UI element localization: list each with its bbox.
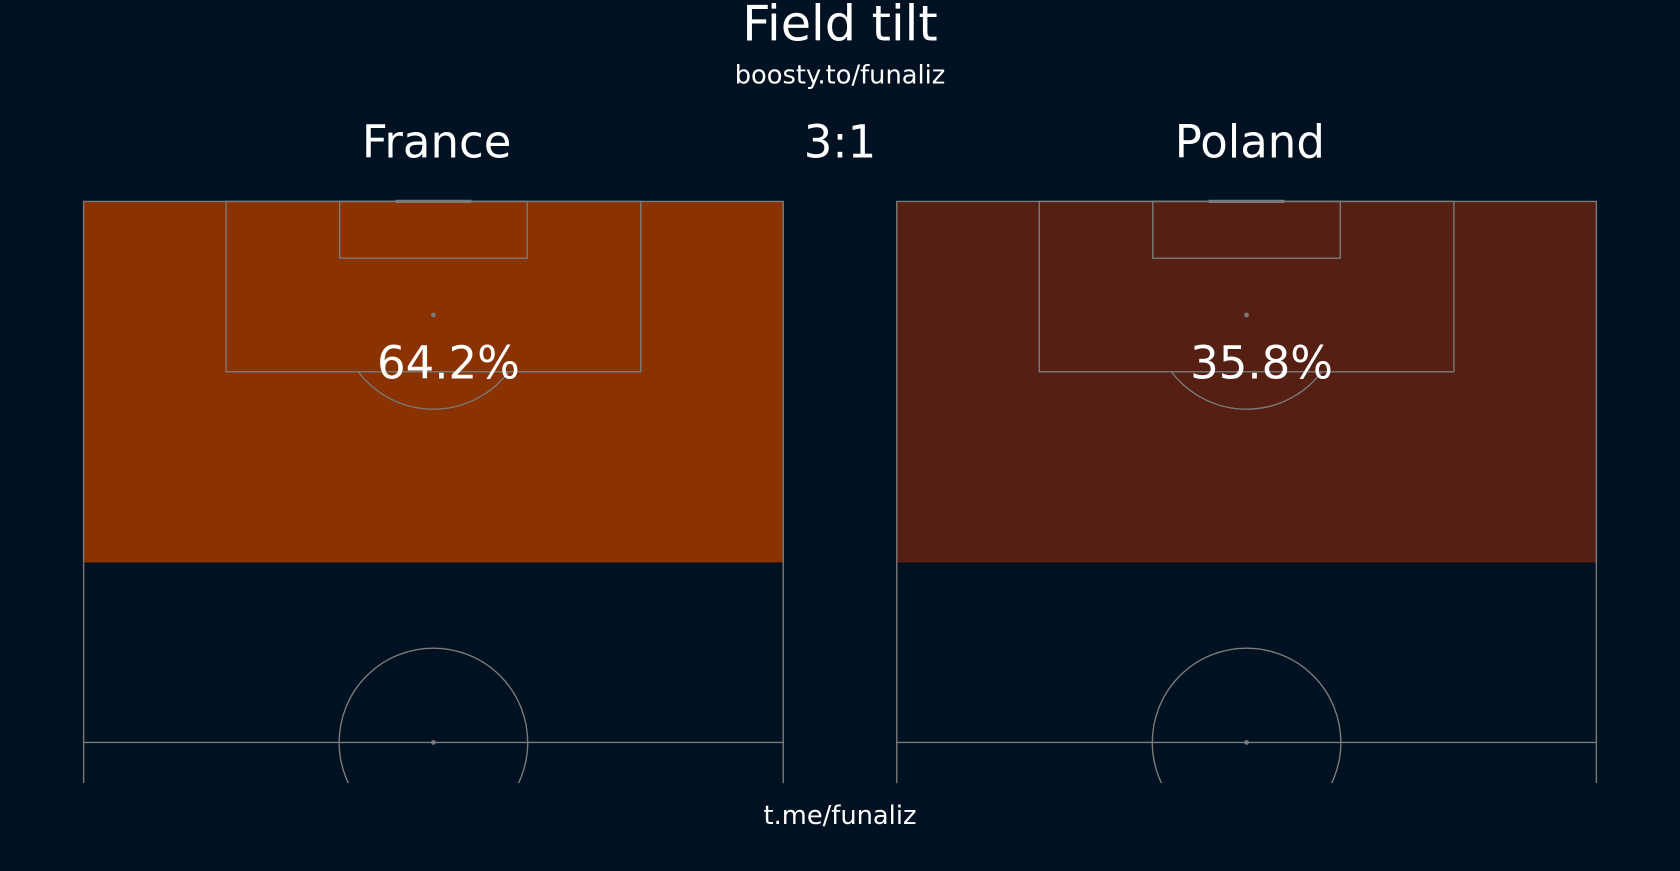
- center-spot: [431, 740, 436, 745]
- penalty-spot: [431, 312, 436, 318]
- center-circle: [338, 647, 529, 784]
- team-name: France: [362, 116, 512, 169]
- chart-title: Field tilt: [742, 0, 937, 52]
- value-label: 64.2%: [377, 336, 520, 389]
- pitch-lines: [896, 199, 1598, 784]
- penalty-arc: [1170, 371, 1323, 410]
- value-label: 35.8%: [1190, 336, 1333, 389]
- footer: t.me/funaliz: [764, 801, 917, 831]
- center-circle: [1151, 647, 1342, 784]
- penalty-spot: [1244, 312, 1249, 318]
- center-spot: [1244, 740, 1249, 745]
- tilt-area: [896, 201, 1597, 563]
- team-name: Poland: [1175, 116, 1325, 169]
- chart-subtitle: boosty.to/funaliz: [735, 61, 946, 91]
- penalty-arc: [357, 371, 510, 410]
- score: 3:1: [804, 116, 876, 169]
- tilt-area: [83, 201, 784, 563]
- pitch-lines: [82, 199, 784, 784]
